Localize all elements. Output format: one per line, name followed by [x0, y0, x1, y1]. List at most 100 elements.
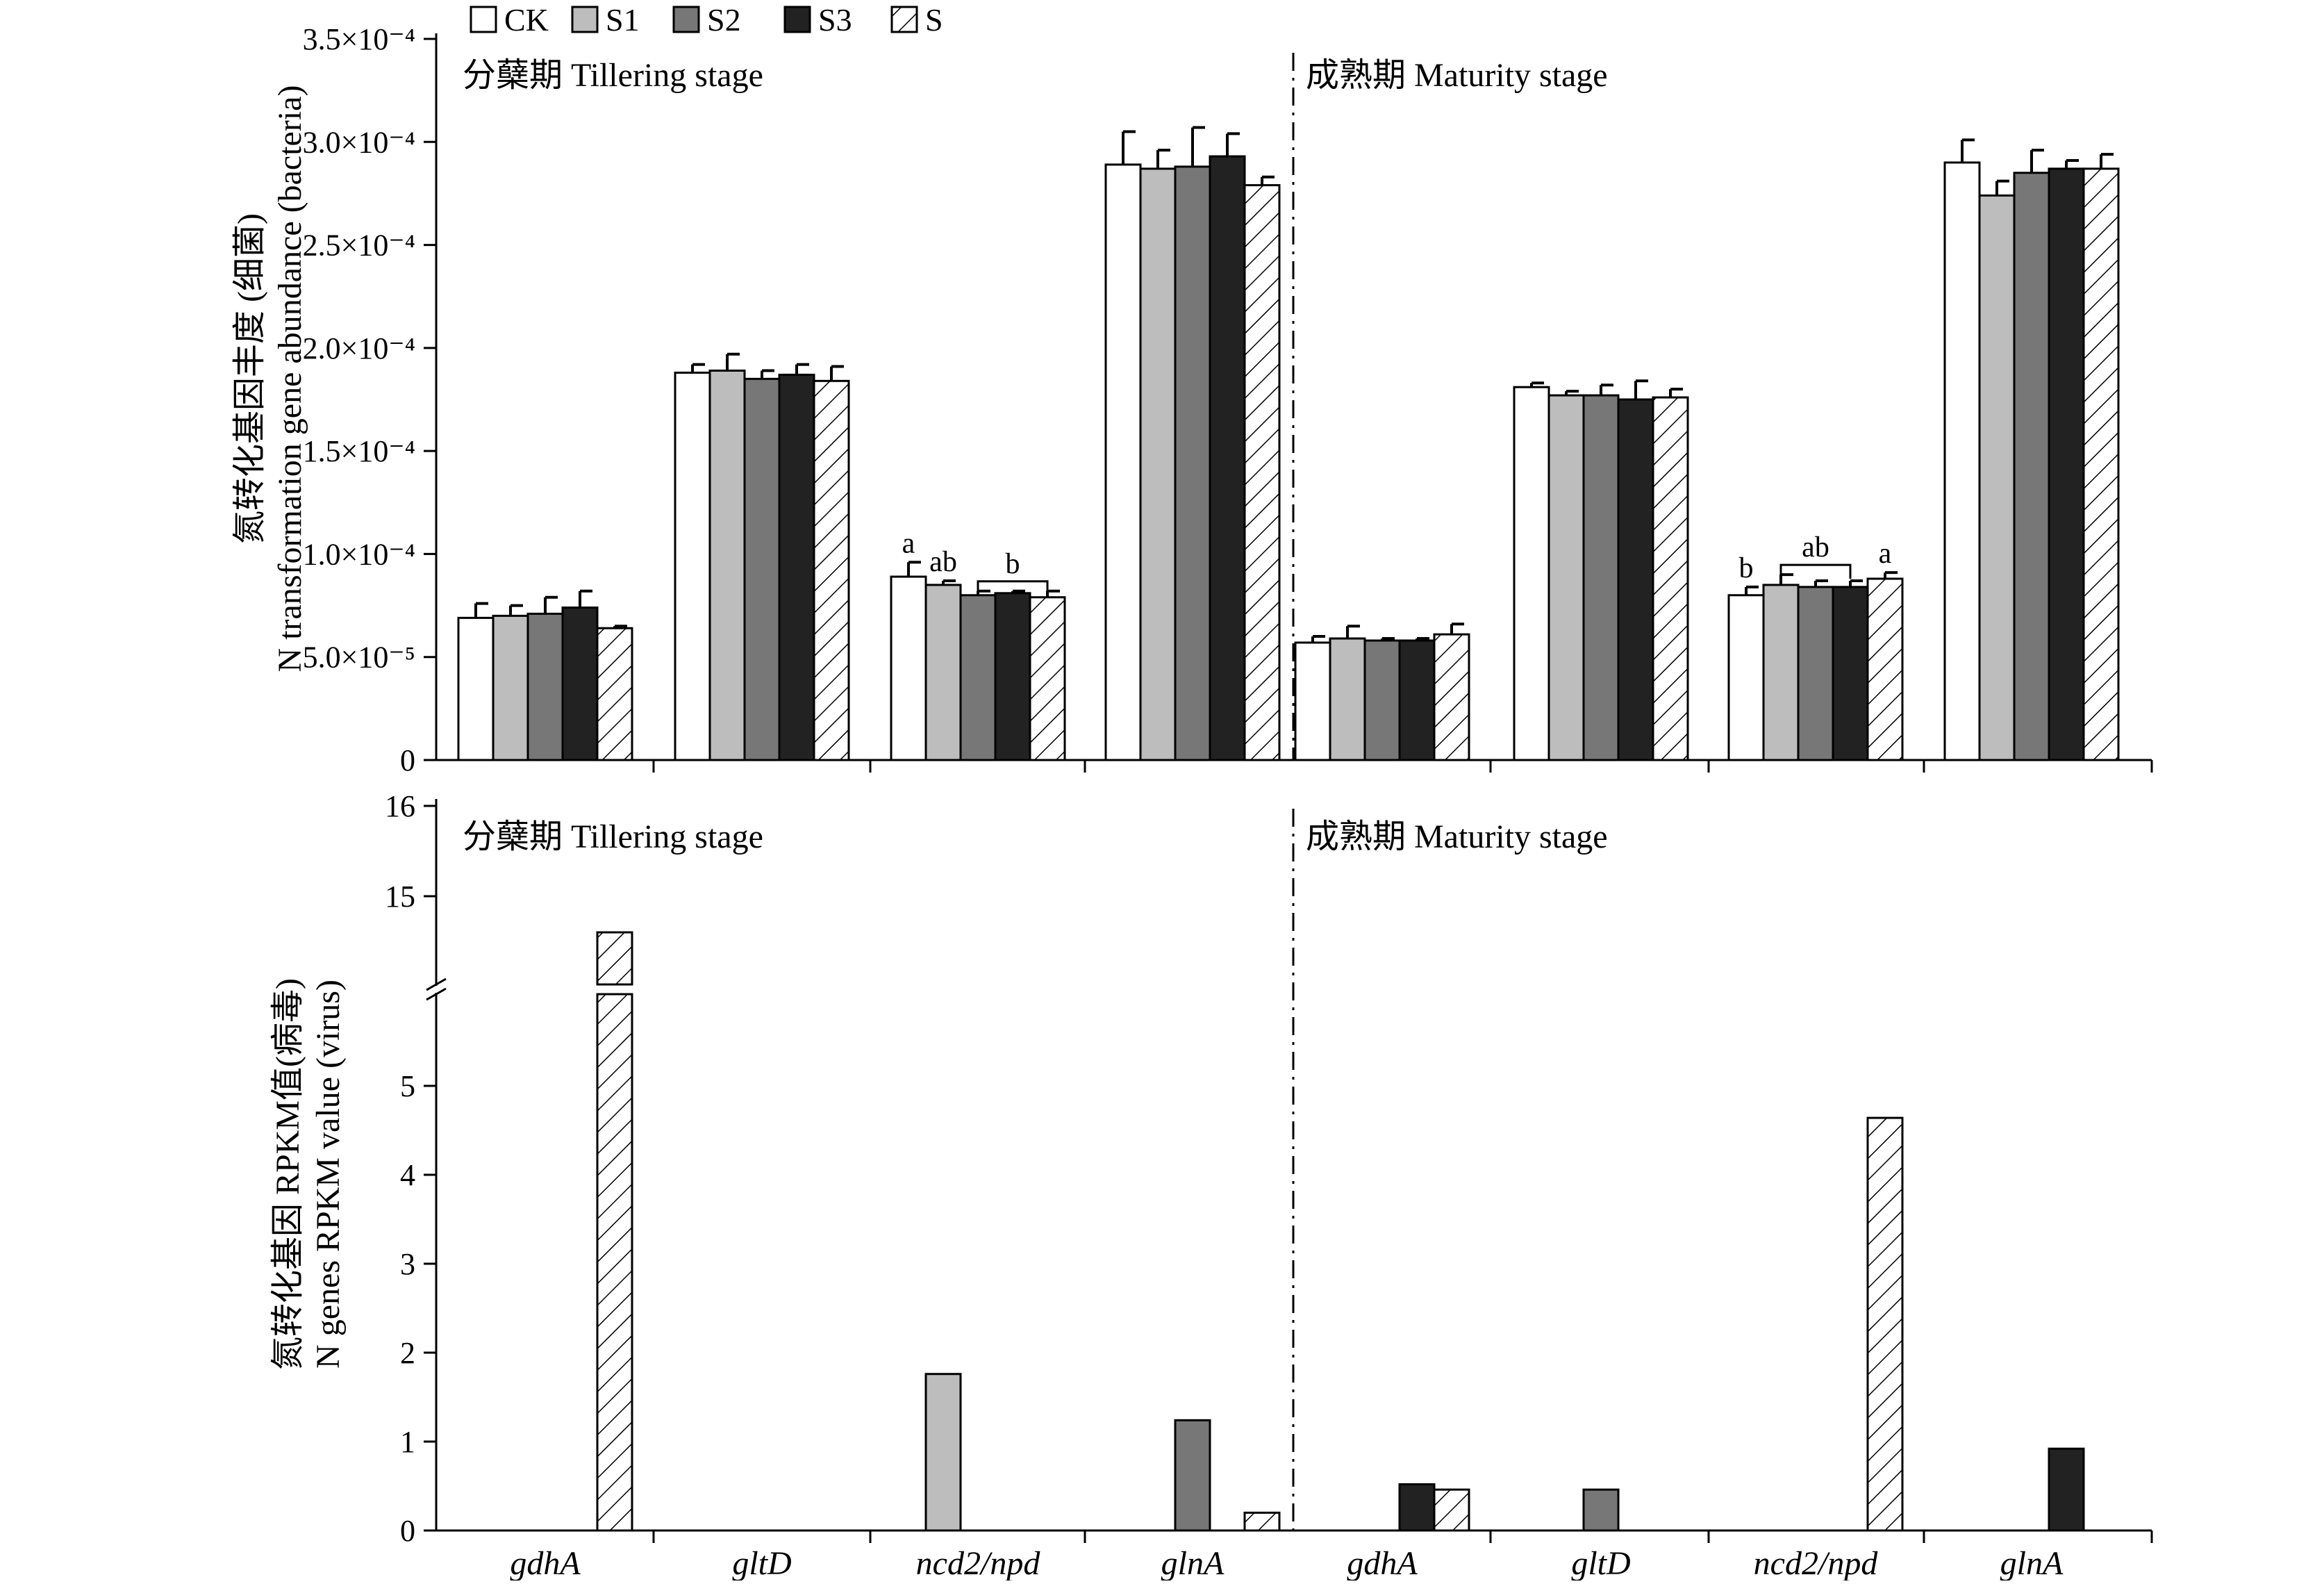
y-tick-label: 4	[400, 1158, 415, 1192]
y-tick-label: 0	[400, 743, 415, 777]
bar-s2	[1174, 165, 1211, 761]
bar-s2	[1174, 1419, 1211, 1532]
bar-s3	[994, 592, 1031, 761]
x-category-label: gdhA	[510, 1545, 581, 1581]
bar-s3	[1398, 639, 1436, 761]
significance-bracket	[977, 580, 1049, 595]
bar-ck	[674, 371, 711, 761]
bar-s	[813, 379, 850, 761]
stage-label-maturity: 成熟期 Maturity stage	[1306, 57, 1608, 94]
y-axis-title: 氮转化基因丰度 (细菌) N transformation gene abunda…	[231, 85, 308, 673]
legend-swatch-s3	[783, 6, 811, 33]
bar-ck	[1727, 594, 1765, 761]
bar-s	[1433, 633, 1470, 761]
bar-ck	[890, 575, 927, 761]
bar-s	[1866, 1116, 1904, 1532]
x-category-label: glnA	[2000, 1545, 2064, 1581]
x-category-label: gltD	[732, 1545, 791, 1581]
bar-s2	[1363, 639, 1401, 761]
significance-letter: ab	[1802, 531, 1829, 563]
bar-s1	[1762, 584, 1800, 761]
y-axis-title: 氮转化基因 RPKM值(病毒) N genes RPKM value (virus…	[269, 978, 347, 1370]
y-tick-label: 5	[400, 1069, 415, 1103]
y-tick-label: 1.5×10⁻⁴	[303, 434, 415, 468]
bar-ck	[1104, 163, 1142, 761]
y-tick-label: 0	[400, 1514, 415, 1548]
legend-swatch-s2	[672, 6, 700, 33]
y-tick-label: 15	[385, 880, 415, 914]
bar-s1	[924, 1373, 962, 1532]
axis-break-mark	[426, 977, 447, 991]
x-category-label: glnA	[1161, 1545, 1225, 1581]
y-axis-title-cn: 氮转化基因 RPKM值(病毒)	[269, 978, 306, 1370]
bar-s3	[2048, 1447, 2085, 1532]
bar-s1	[1329, 637, 1366, 761]
bar-s3	[1617, 398, 1654, 761]
bar-s2	[1582, 394, 1620, 761]
bar-s1	[924, 584, 962, 761]
significance-bracket	[1779, 563, 1852, 579]
bar-s2	[959, 594, 997, 761]
bar-s	[1243, 184, 1281, 761]
y-tick-label: 3.0×10⁻⁴	[303, 125, 415, 159]
bar-s1	[492, 614, 529, 761]
stage-label-maturity: 成熟期 Maturity stage	[1306, 818, 1608, 855]
legend-label-ck: CK	[504, 2, 549, 38]
significance-letter: ab	[929, 546, 957, 578]
bar-s	[596, 627, 633, 761]
bar-s1	[1547, 394, 1585, 761]
x-category-label: gltD	[1571, 1545, 1630, 1581]
bar-s	[1243, 1511, 1281, 1532]
bottom-panel: 0 1 2 3 4 5 15 16 分蘖期 Tillering stage 成熟期 Maturit…	[269, 789, 2153, 1582]
bar-s2	[1582, 1488, 1620, 1532]
y-tick-label: 16	[385, 789, 415, 823]
axis-break-mark	[426, 987, 447, 1001]
bar-s	[596, 993, 633, 1532]
bar-s3	[2048, 167, 2085, 761]
legend-swatch-ck	[470, 6, 497, 33]
legend-label-s3: S3	[818, 2, 852, 38]
bar-s2	[743, 377, 781, 761]
y-tick-label: 3.5×10⁻⁴	[303, 22, 415, 56]
bar-s3	[1209, 155, 1246, 761]
bar-s2	[1797, 586, 1834, 761]
y-axis-title-cn: 氮转化基因丰度 (细菌)	[231, 213, 268, 544]
bar-s2	[2013, 172, 2050, 761]
bar-ck	[457, 616, 495, 761]
legend-label-s: S	[925, 2, 943, 38]
x-category-label: ncd2/npd	[1754, 1545, 1879, 1581]
y-axis-title-en: N genes RPKM value (virus)	[310, 980, 347, 1369]
bar-s1	[708, 369, 746, 761]
y-axis-title-en: N transformation gene abundance (bacteri…	[272, 85, 308, 673]
bar-s1	[1978, 194, 2016, 761]
significance-letter: b	[1006, 548, 1020, 580]
bar-s	[1866, 577, 1904, 761]
bar-ck	[1294, 641, 1331, 761]
y-tick-label: 3	[400, 1247, 415, 1281]
stage-label-tillering: 分蘖期 Tillering stage	[463, 818, 763, 855]
legend-swatch-s	[890, 6, 918, 33]
stage-label-tillering: 分蘖期 Tillering stage	[463, 57, 763, 94]
bar-s3	[1398, 1483, 1436, 1532]
y-tick-label: 5.0×10⁻⁵	[303, 641, 415, 675]
bar-s-upper	[596, 931, 633, 986]
x-category-label: ncd2/npd	[916, 1545, 1041, 1581]
bar-s	[2082, 167, 2120, 761]
bar-ck	[1943, 161, 1981, 761]
legend-label-s1: S1	[606, 2, 640, 38]
y-tick-label: 2.5×10⁻⁴	[303, 229, 415, 263]
top-panel: 0 5.0×10⁻⁵ 1.0×10⁻⁴ 1.5×10⁻⁴ 2.0×10⁻⁴ 2.5×10⁻…	[231, 22, 2153, 777]
bar-s	[1029, 596, 1066, 761]
bar-s3	[1832, 586, 1869, 761]
legend-swatch-s1	[571, 6, 599, 33]
bar-s3	[561, 607, 599, 761]
significance-letter: a	[1879, 538, 1892, 570]
x-category-label: gdhA	[1347, 1545, 1418, 1581]
significance-letter: b	[1739, 552, 1754, 584]
legend-label-s2: S2	[707, 2, 741, 38]
bar-ck	[1513, 386, 1550, 761]
bar-s3	[778, 373, 815, 761]
legend: CK S1 S2 S3 S	[470, 2, 943, 38]
